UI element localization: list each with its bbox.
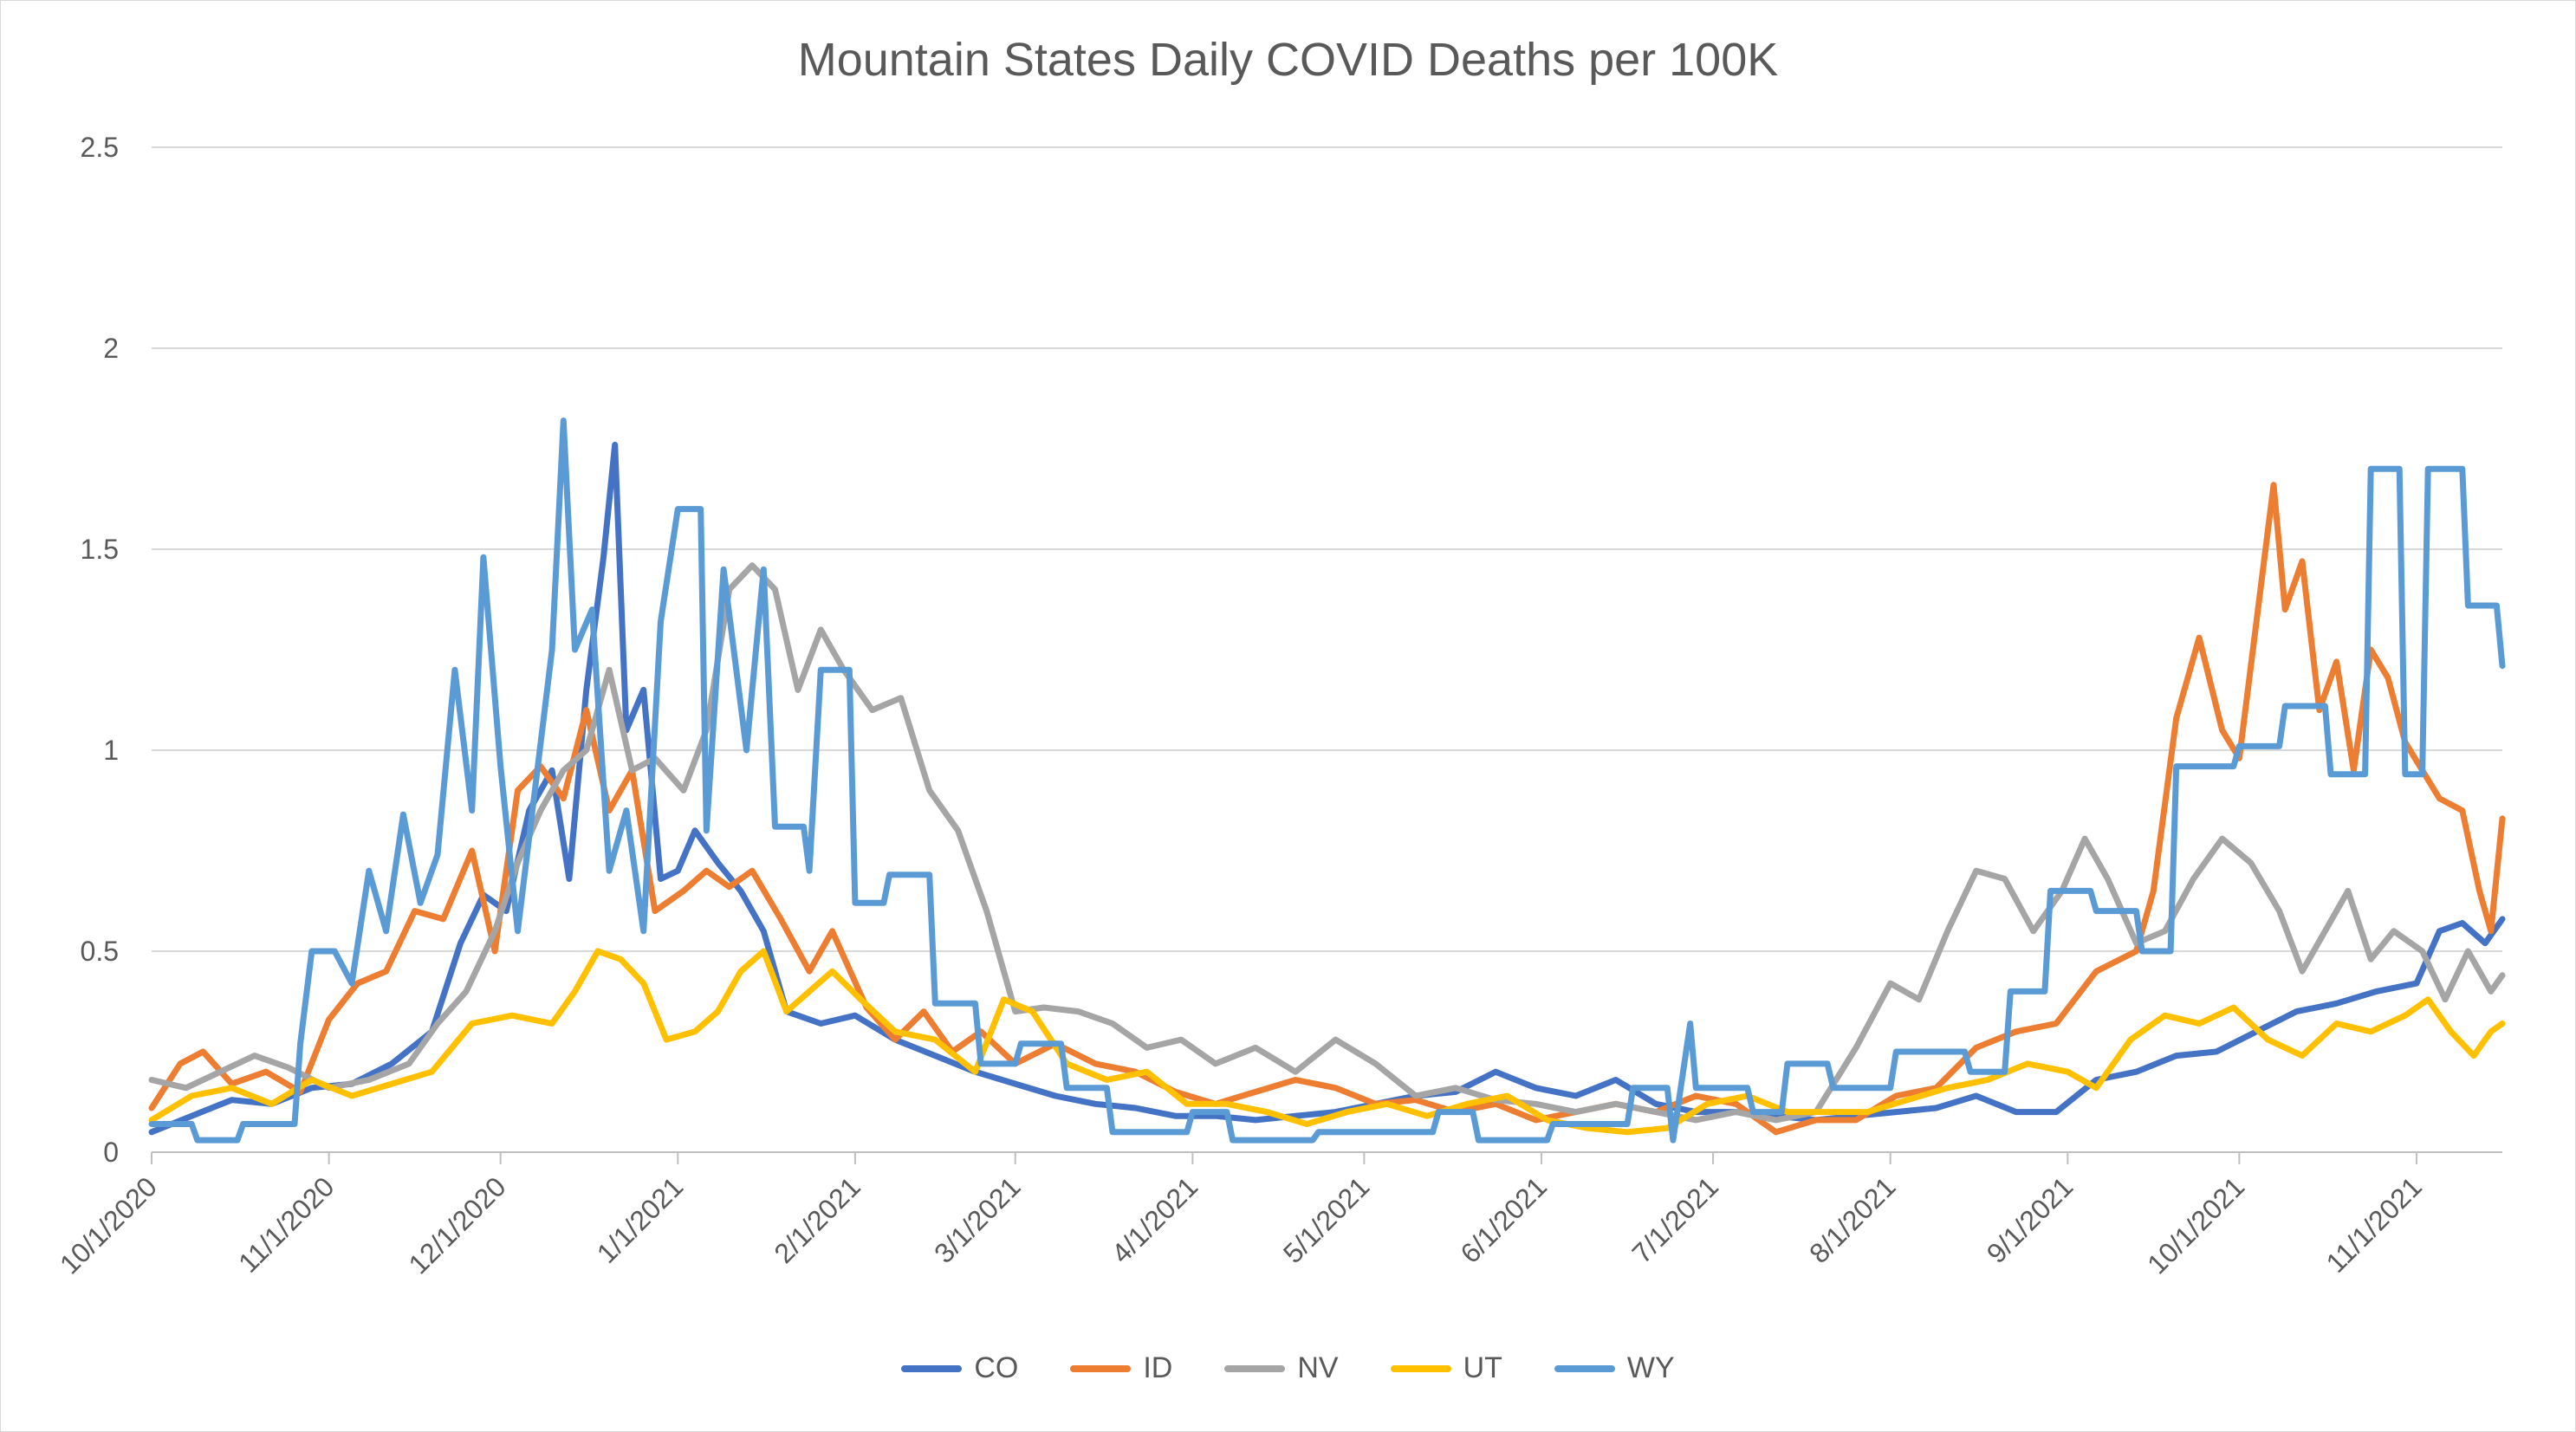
x-tick-label: 11/1/2020 <box>232 1170 340 1278</box>
legend-swatch <box>1070 1364 1132 1372</box>
chart-title: Mountain States Daily COVID Deaths per 1… <box>797 34 1779 86</box>
x-tick-label: 2/1/2021 <box>768 1170 866 1269</box>
legend-item-nv: NV <box>1224 1351 1339 1385</box>
x-tick-label: 11/1/2021 <box>2320 1170 2427 1278</box>
legend-item-id: ID <box>1070 1351 1172 1385</box>
series-line-wy <box>148 418 2506 1144</box>
y-tick-label: 0 <box>103 1137 119 1168</box>
legend-item-ut: UT <box>1390 1351 1502 1385</box>
y-tick-label: 1.5 <box>81 534 119 565</box>
legend-swatch <box>1390 1364 1451 1372</box>
legend-label: CO <box>974 1351 1019 1384</box>
y-axis-tick-labels: 0 0.5 1 1.5 2 2.5 <box>81 132 119 1168</box>
x-tick-label: 4/1/2021 <box>1106 1170 1204 1269</box>
legend-swatch <box>901 1364 963 1372</box>
x-tick-label: 3/1/2021 <box>928 1170 1027 1269</box>
x-tick-label: 6/1/2021 <box>1454 1170 1553 1269</box>
legend: CO ID NV UT WY <box>0 1351 2576 1385</box>
legend-label: UT <box>1463 1351 1502 1384</box>
y-tick-label: 1 <box>103 735 119 766</box>
legend-label: WY <box>1626 1351 1675 1384</box>
x-tick-label: 1/1/2021 <box>591 1170 690 1269</box>
x-tick-label: 5/1/2021 <box>1277 1170 1376 1269</box>
x-tick-label: 8/1/2021 <box>1803 1170 1902 1269</box>
x-tick-label: 10/1/2021 <box>2141 1170 2250 1280</box>
series-lines <box>148 418 2506 1144</box>
legend-label: NV <box>1297 1351 1339 1384</box>
y-tick-label: 2 <box>103 333 119 364</box>
x-tick-label: 10/1/2020 <box>54 1170 163 1280</box>
x-tick-label: 12/1/2020 <box>402 1170 511 1280</box>
legend-swatch <box>1554 1364 1615 1372</box>
series-line-ut <box>148 948 2506 1136</box>
y-tick-label: 0.5 <box>81 936 119 967</box>
x-axis: 10/1/2020 11/1/2020 12/1/2020 1/1/2021 2/1/2… <box>54 1152 2428 1280</box>
series-line-id <box>148 482 2506 1136</box>
series-line-nv <box>148 562 2506 1124</box>
legend-swatch <box>1224 1364 1286 1372</box>
y-tick-label: 2.5 <box>81 132 119 163</box>
legend-item-co: CO <box>901 1351 1018 1385</box>
legend-label: ID <box>1143 1351 1173 1384</box>
x-tick-label: 7/1/2021 <box>1625 1170 1724 1269</box>
legend-item-wy: WY <box>1554 1351 1675 1385</box>
x-tick-label: 9/1/2021 <box>1981 1170 2080 1269</box>
series-line-co <box>148 441 2506 1136</box>
gridlines <box>152 146 2502 1153</box>
